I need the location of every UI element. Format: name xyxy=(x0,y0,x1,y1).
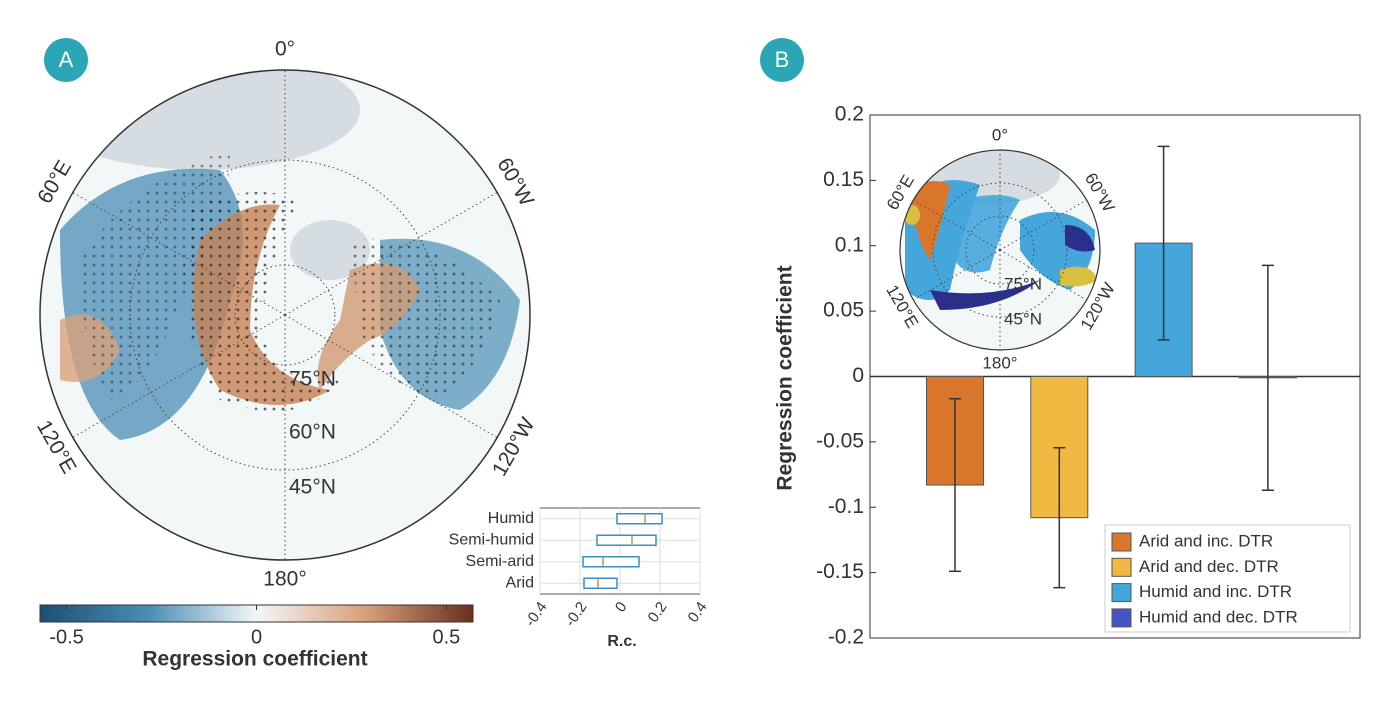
box xyxy=(596,534,657,546)
longitude-label: 180° xyxy=(982,353,1017,372)
panel-letter: B xyxy=(775,47,790,72)
colorbar-tick-label: -0.5 xyxy=(49,626,83,648)
meridian xyxy=(72,314,286,438)
longitude-label: 0° xyxy=(275,38,295,61)
parallel xyxy=(129,159,441,471)
y-tick-label: Semi-arid xyxy=(466,553,534,570)
colorbar-label: Regression coefficient xyxy=(142,648,367,671)
colorbar-tick-label: 0 xyxy=(251,626,262,648)
legend-swatch xyxy=(1111,583,1132,603)
parallel xyxy=(965,215,1035,285)
meridian xyxy=(999,249,1087,301)
y-tick-label: 0 xyxy=(852,364,864,387)
meridian xyxy=(284,192,498,316)
x-axis-label: R.c. xyxy=(607,633,636,650)
y-tick-label: Arid xyxy=(506,574,534,591)
legend-label: Arid and inc. DTR xyxy=(1139,531,1273,550)
meridian xyxy=(913,249,1001,301)
box xyxy=(583,577,618,589)
latitude-label: 75°N xyxy=(289,368,336,391)
legend-swatch xyxy=(1111,608,1132,628)
y-tick-label: -0.15 xyxy=(816,560,864,583)
y-tick-label: 0.15 xyxy=(823,168,864,191)
y-tick-label: 0.05 xyxy=(823,299,864,322)
y-axis-label: Regression coefficient xyxy=(774,265,797,490)
y-tick-label: 0.1 xyxy=(835,233,864,256)
box xyxy=(582,556,640,568)
x-tick-label: 0 xyxy=(612,599,631,616)
panel-letter: A xyxy=(59,47,74,72)
map-b xyxy=(900,150,1100,350)
legend-swatch xyxy=(1111,532,1132,552)
legend-label: Humid and inc. DTR xyxy=(1139,582,1292,601)
legend-swatch xyxy=(1111,557,1132,577)
legend xyxy=(1104,524,1351,633)
x-tick-label: 0.2 xyxy=(645,599,671,626)
x-tick-label: -0.2 xyxy=(562,599,591,630)
meridian xyxy=(913,199,1001,251)
longitude-label: 180° xyxy=(263,568,306,591)
meridian xyxy=(284,314,498,438)
box xyxy=(616,513,663,525)
parallel xyxy=(234,264,336,366)
y-tick-label: -0.2 xyxy=(828,626,864,649)
x-tick-label: 0.4 xyxy=(685,599,711,626)
latitude-label: 75°N xyxy=(1004,274,1042,293)
map-a xyxy=(40,70,530,560)
y-tick-label: -0.05 xyxy=(816,429,864,452)
y-tick-label: Semi-humid xyxy=(449,531,534,548)
panel-badge xyxy=(760,38,804,82)
y-tick-label: -0.1 xyxy=(828,495,864,518)
y-tick-label: 0.2 xyxy=(835,103,864,126)
y-tick-label: Humid xyxy=(488,510,534,527)
longitude-label: 0° xyxy=(992,125,1008,144)
meridian xyxy=(72,192,286,316)
legend-label: Arid and dec. DTR xyxy=(1139,557,1279,576)
latitude-label: 45°N xyxy=(289,476,336,499)
legend-label: Humid and dec. DTR xyxy=(1139,607,1298,626)
map-a-outline xyxy=(39,69,531,561)
parallel xyxy=(932,182,1068,318)
latitude-label: 45°N xyxy=(1004,309,1042,328)
latitude-label: 60°N xyxy=(289,421,336,444)
colorbar-tick-label: 0.5 xyxy=(433,626,461,648)
x-tick-label: -0.4 xyxy=(522,599,551,630)
meridian xyxy=(999,199,1087,251)
panel-badge xyxy=(44,38,88,82)
